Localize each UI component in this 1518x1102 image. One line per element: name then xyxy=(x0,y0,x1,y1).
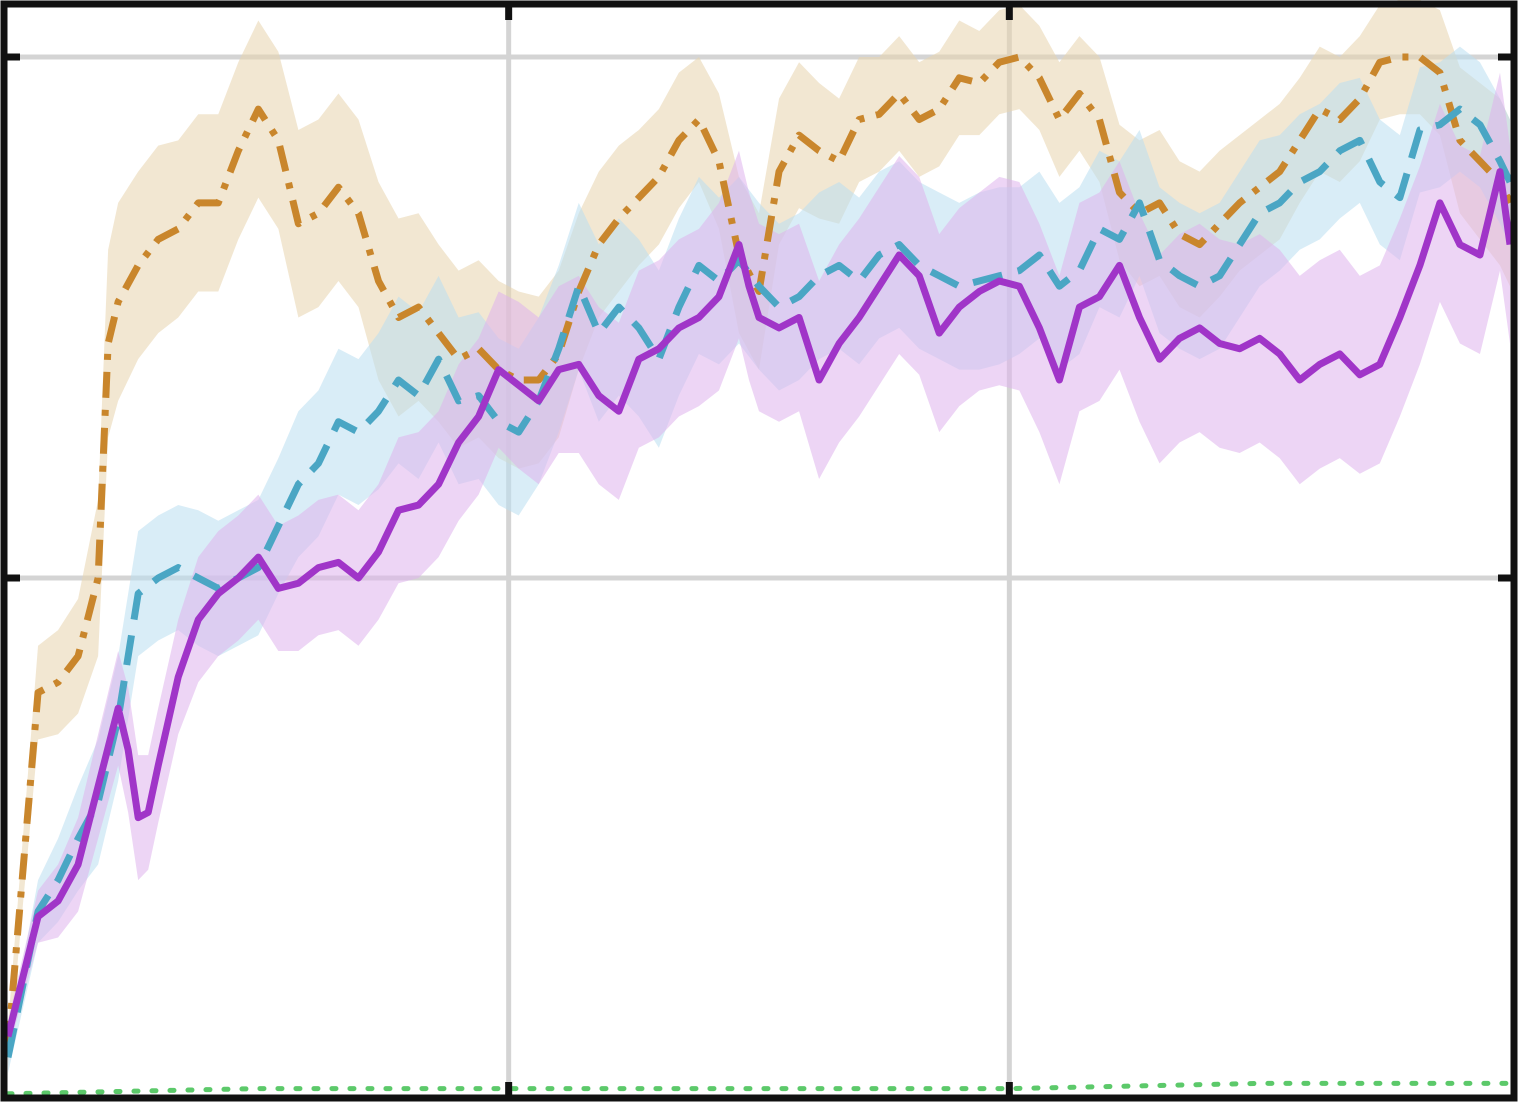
series-4-line xyxy=(5,1080,1513,1097)
series-lines xyxy=(4,53,1514,1097)
confidence-bands xyxy=(8,0,1510,1073)
series-3-band xyxy=(8,72,1510,1053)
series-1-line xyxy=(4,53,1514,1048)
series-2-line xyxy=(4,105,1514,1059)
series-3-line xyxy=(4,168,1514,1038)
